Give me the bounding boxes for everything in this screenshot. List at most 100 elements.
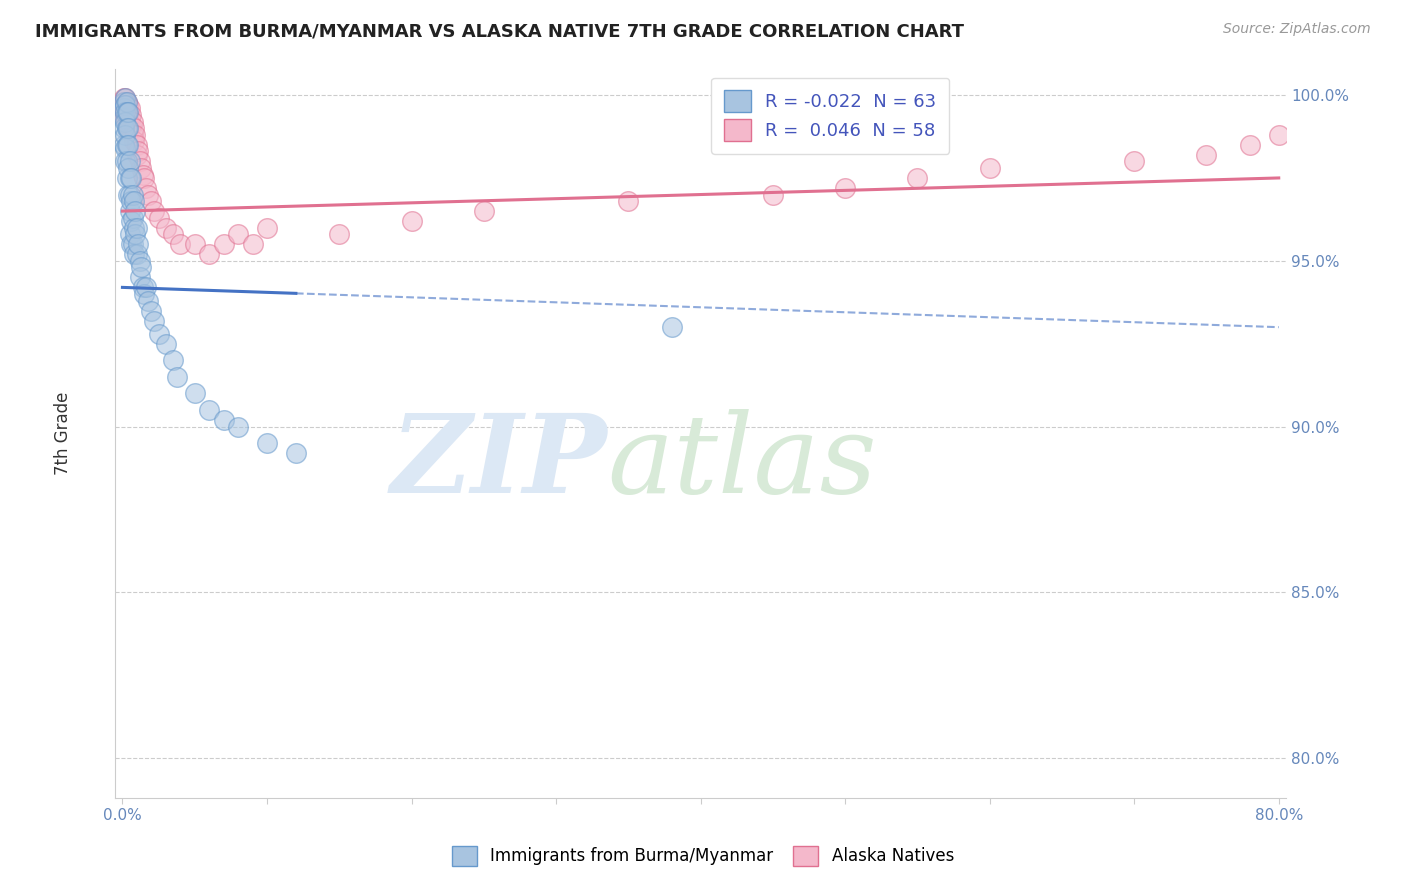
Point: [212, 237, 235, 252]
Point: [143, 313, 166, 327]
Point: [162, 353, 184, 368]
Point: [115, 95, 138, 109]
Point: [124, 204, 146, 219]
Point: [166, 370, 188, 384]
Point: [1296, 121, 1319, 136]
Point: [155, 336, 177, 351]
Point: [226, 227, 249, 242]
Point: [1195, 147, 1218, 161]
Point: [120, 108, 142, 122]
Point: [131, 280, 153, 294]
Point: [128, 154, 150, 169]
Point: [134, 287, 156, 301]
Point: [162, 227, 184, 242]
Point: [121, 237, 143, 252]
Point: [138, 187, 160, 202]
Point: [212, 413, 235, 427]
Point: [112, 121, 135, 136]
Point: [1267, 128, 1289, 142]
Text: Source: ZipAtlas.com: Source: ZipAtlas.com: [1223, 22, 1371, 37]
Point: [127, 237, 149, 252]
Point: [115, 137, 138, 152]
Point: [114, 141, 136, 155]
Point: [834, 181, 856, 195]
Point: [472, 204, 495, 219]
Point: [118, 112, 141, 126]
Text: IMMIGRANTS FROM BURMA/MYANMAR VS ALASKA NATIVE 7TH GRADE CORRELATION CHART: IMMIGRANTS FROM BURMA/MYANMAR VS ALASKA …: [35, 22, 965, 40]
Point: [117, 187, 139, 202]
Point: [118, 227, 141, 242]
Point: [112, 101, 135, 115]
Point: [115, 104, 138, 119]
Point: [114, 98, 136, 112]
Point: [118, 204, 141, 219]
Point: [124, 227, 146, 242]
Point: [120, 194, 142, 209]
Point: [118, 121, 141, 136]
Point: [112, 137, 135, 152]
Point: [115, 104, 138, 119]
Point: [115, 170, 138, 185]
Point: [112, 91, 135, 105]
Point: [401, 214, 423, 228]
Point: [124, 128, 146, 142]
Point: [114, 91, 136, 105]
Point: [114, 91, 136, 105]
Point: [118, 187, 141, 202]
Point: [118, 101, 141, 115]
Point: [117, 137, 139, 152]
Point: [118, 170, 141, 185]
Point: [128, 253, 150, 268]
Point: [114, 154, 136, 169]
Point: [148, 326, 170, 341]
Point: [226, 419, 249, 434]
Point: [114, 114, 136, 128]
Point: [120, 118, 142, 132]
Point: [118, 154, 141, 169]
Point: [1239, 137, 1261, 152]
Point: [114, 104, 136, 119]
Point: [112, 95, 135, 109]
Point: [112, 112, 135, 126]
Point: [1340, 114, 1362, 128]
Point: [328, 227, 350, 242]
Point: [117, 161, 139, 175]
Point: [198, 403, 221, 417]
Point: [905, 170, 928, 185]
Point: [122, 135, 145, 149]
Point: [115, 121, 138, 136]
Point: [114, 112, 136, 126]
Point: [762, 187, 785, 202]
Point: [115, 114, 138, 128]
Point: [284, 446, 307, 460]
Point: [979, 161, 1001, 175]
Point: [122, 194, 145, 209]
Point: [117, 104, 139, 119]
Point: [131, 168, 153, 182]
Point: [127, 145, 149, 159]
Legend: Immigrants from Burma/Myanmar, Alaska Natives: Immigrants from Burma/Myanmar, Alaska Na…: [439, 832, 967, 880]
Point: [129, 161, 152, 175]
Point: [114, 104, 136, 119]
Point: [117, 98, 139, 112]
Point: [112, 101, 135, 115]
Text: atlas: atlas: [607, 409, 876, 516]
Point: [617, 194, 640, 209]
Point: [125, 220, 148, 235]
Point: [117, 118, 139, 132]
Point: [121, 114, 143, 128]
Point: [115, 95, 138, 109]
Point: [121, 187, 143, 202]
Point: [141, 303, 163, 318]
Point: [135, 280, 157, 294]
Point: [117, 108, 139, 122]
Point: [112, 95, 135, 109]
Point: [198, 247, 221, 261]
Point: [122, 247, 145, 261]
Point: [121, 128, 143, 142]
Point: [183, 386, 205, 401]
Point: [169, 237, 191, 252]
Point: [121, 211, 143, 225]
Point: [114, 98, 136, 112]
Point: [125, 147, 148, 161]
